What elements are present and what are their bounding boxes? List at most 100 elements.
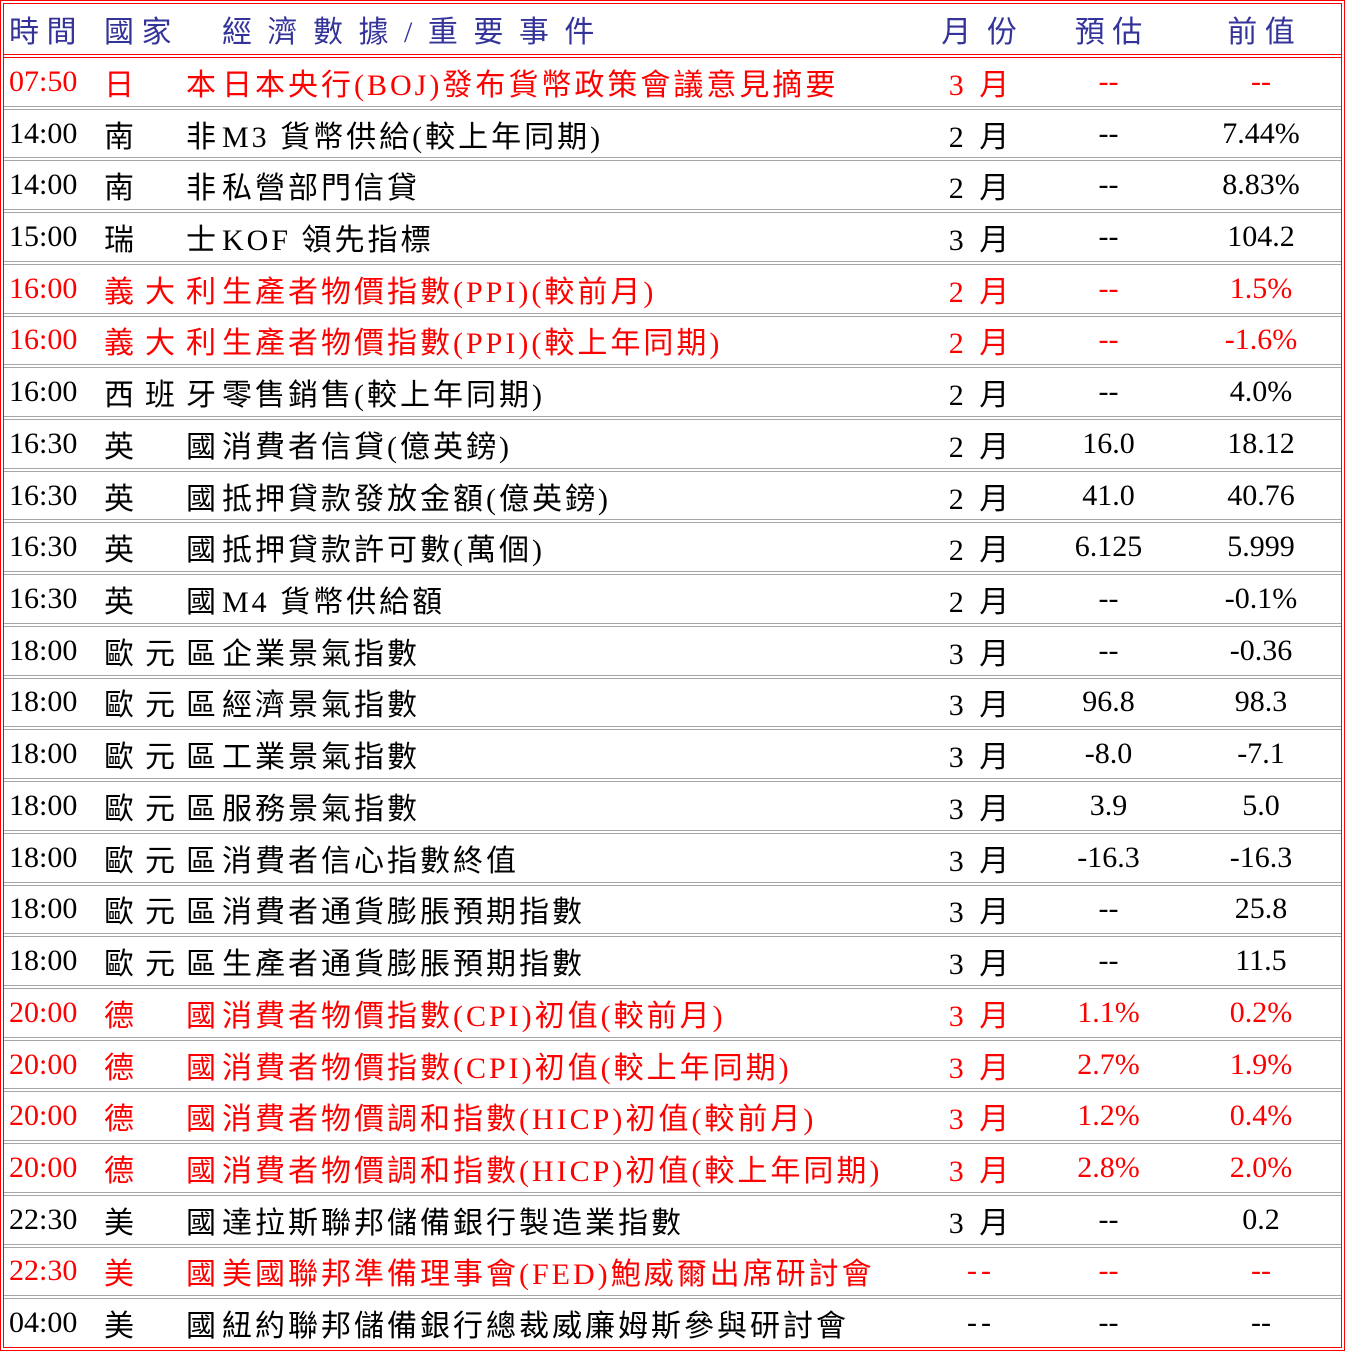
time-cell: 22:30	[9, 1202, 78, 1236]
event-cell: 企業景氣指數	[222, 637, 420, 671]
previous-cell: 8.83%	[1222, 168, 1300, 202]
forecast-cell: -8.0	[1084, 737, 1133, 771]
previous-cell: 40.76	[1227, 478, 1295, 512]
event-cell: 消費者信貸(億英鎊)	[222, 430, 512, 464]
table-row: 16:30 英國 抵押貸款發放金額(億英鎊) 2 月 41.0 40.76	[4, 470, 1341, 521]
table-row: 20:00 德國 消費者物價指數(CPI)初值(較前月) 3 月 1.1% 0.…	[4, 987, 1341, 1038]
time-cell: 16:00	[9, 323, 78, 357]
time-cell: 18:00	[9, 944, 78, 978]
previous-cell: 98.3	[1234, 685, 1288, 719]
header-previous: 前 值	[1227, 16, 1295, 49]
forecast-cell: -16.3	[1077, 840, 1140, 874]
time-cell: 22:30	[9, 1254, 78, 1288]
month-cell: 3 月	[948, 1051, 1014, 1085]
month-cell: 3 月	[948, 1103, 1014, 1137]
month-cell: --	[967, 1254, 995, 1288]
previous-cell: 4.0%	[1229, 375, 1293, 409]
table-row: 18:00 歐元區 生產者通貨膨脹預期指數 3 月 -- 11.5	[4, 936, 1341, 986]
previous-cell: 1.9%	[1229, 1047, 1293, 1081]
time-cell: 14:00	[9, 116, 78, 150]
table-row: 16:00 義大利 生產者物價指數(PPI)(較上年同期) 2 月 -- -1.…	[4, 315, 1341, 366]
country-cell: 義大利	[104, 327, 216, 361]
month-cell: 2 月	[948, 586, 1014, 620]
event-cell: 服務景氣指數	[222, 792, 420, 826]
header-event: 經 濟 數 據 / 重 要 事 件	[222, 16, 599, 49]
previous-cell: 0.4%	[1229, 1099, 1293, 1133]
forecast-cell: 96.8	[1082, 685, 1135, 719]
forecast-cell: --	[1098, 64, 1119, 98]
country-cell: 歐元區	[104, 637, 216, 671]
forecast-cell: --	[1098, 582, 1119, 616]
event-cell: 消費者物價調和指數(HICP)初值(較前月)	[222, 1103, 817, 1137]
time-cell: 16:30	[9, 478, 78, 512]
header-time: 時 間	[9, 16, 77, 49]
forecast-cell: --	[1098, 375, 1119, 409]
previous-cell: --	[1251, 64, 1271, 98]
event-cell: 生產者物價指數(PPI)(較前月)	[222, 275, 657, 309]
country-cell: 英國	[104, 586, 216, 620]
event-cell: 生產者通貨膨脹預期指數	[222, 948, 585, 982]
table-row: 14:00 南非 私營部門信貸 2 月 -- 8.83%	[4, 160, 1341, 211]
header-country: 國 家	[104, 16, 172, 49]
time-cell: 04:00	[9, 1306, 78, 1340]
forecast-cell: --	[1098, 892, 1119, 926]
time-cell: 20:00	[9, 1047, 78, 1081]
month-cell: 3 月	[948, 844, 1014, 878]
month-cell: 3 月	[948, 1154, 1014, 1188]
country-cell: 歐元區	[104, 844, 216, 878]
country-cell: 德國	[104, 1051, 216, 1085]
previous-cell: 18.12	[1227, 426, 1295, 460]
previous-cell: 11.5	[1235, 944, 1287, 978]
time-cell: 16:00	[9, 271, 78, 305]
table-body: 07:50 日本 日本央行(BOJ)發布貨幣政策會議意見摘要 3 月 -- --…	[4, 57, 1341, 1347]
calendar-table: 時 間 國 家 經 濟 數 據 / 重 要 事 件 月 份 預 估 前 值 07…	[3, 3, 1342, 1348]
forecast-cell: --	[1098, 1306, 1119, 1340]
month-cell: 3 月	[948, 689, 1014, 723]
country-cell: 南非	[104, 172, 216, 206]
month-cell: 2 月	[948, 327, 1014, 361]
event-cell: 消費者信心指數終值	[222, 844, 519, 878]
country-cell: 英國	[104, 482, 216, 516]
country-cell: 西班牙	[104, 379, 216, 413]
month-cell: 2 月	[948, 430, 1014, 464]
forecast-cell: 16.0	[1082, 426, 1135, 460]
forecast-cell: 2.7%	[1077, 1047, 1140, 1081]
event-cell: 消費者通貨膨脹預期指數	[222, 896, 585, 930]
event-cell: 工業景氣指數	[222, 741, 420, 775]
month-cell: 3 月	[948, 68, 1014, 102]
time-cell: 18:00	[9, 685, 78, 719]
previous-cell: --	[1251, 1254, 1271, 1288]
time-cell: 18:00	[9, 840, 78, 874]
event-cell: 抵押貸款發放金額(億英鎊)	[222, 482, 611, 516]
country-cell: 英國	[104, 534, 216, 568]
event-cell: 日本央行(BOJ)發布貨幣政策會議意見摘要	[222, 68, 839, 102]
country-cell: 義大利	[104, 275, 216, 309]
event-cell: 零售銷售(較上年同期)	[222, 379, 545, 413]
time-cell: 16:30	[9, 582, 78, 616]
country-cell: 歐元區	[104, 689, 216, 723]
previous-cell: 5.999	[1227, 530, 1295, 564]
forecast-cell: --	[1098, 168, 1119, 202]
event-cell: 經濟景氣指數	[222, 689, 420, 723]
country-cell: 美國	[104, 1310, 216, 1344]
table-row: 07:50 日本 日本央行(BOJ)發布貨幣政策會議意見摘要 3 月 -- --	[4, 58, 1341, 107]
previous-cell: 25.8	[1234, 892, 1288, 926]
forecast-cell: --	[1098, 323, 1119, 357]
previous-cell: -7.1	[1237, 737, 1285, 771]
forecast-cell: --	[1098, 220, 1119, 254]
table-header-row: 時 間 國 家 經 濟 數 據 / 重 要 事 件 月 份 預 估 前 值	[4, 4, 1341, 55]
previous-cell: 5.0	[1242, 788, 1280, 822]
event-cell: 消費者物價指數(CPI)初值(較上年同期)	[222, 1051, 792, 1085]
table-row: 16:00 義大利 生產者物價指數(PPI)(較前月) 2 月 -- 1.5%	[4, 263, 1341, 314]
country-cell: 德國	[104, 1154, 216, 1188]
table-row: 16:30 英國 M4 貨幣供給額 2 月 -- -0.1%	[4, 574, 1341, 624]
country-cell: 瑞士	[104, 224, 216, 258]
time-cell: 18:00	[9, 633, 78, 667]
month-cell: 2 月	[948, 275, 1014, 309]
forecast-cell: --	[1098, 271, 1119, 305]
table-row: 20:00 德國 消費者物價調和指數(HICP)初值(較上年同期) 3 月 2.…	[4, 1143, 1341, 1193]
table-row: 22:30 美國 美國聯邦準備理事會(FED)鮑威爾出席研討會 -- -- --	[4, 1246, 1341, 1297]
table-row: 18:00 歐元區 工業景氣指數 3 月 -8.0 -7.1	[4, 729, 1341, 780]
country-cell: 歐元區	[104, 896, 216, 930]
